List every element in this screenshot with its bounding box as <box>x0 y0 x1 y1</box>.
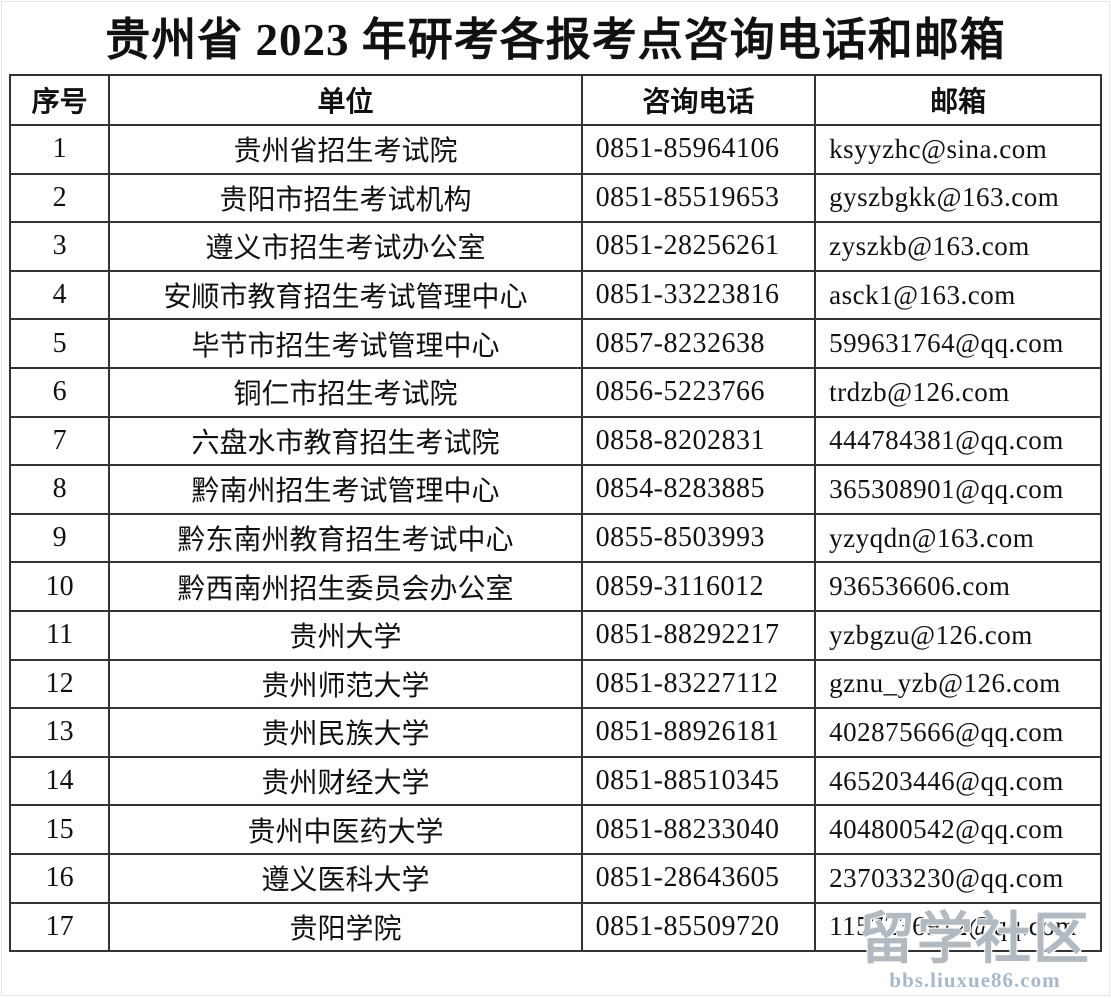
cell-no: 12 <box>8 658 111 710</box>
cell-unit: 贵州省招生考试院 <box>108 124 583 175</box>
cell-no: 16 <box>8 852 111 904</box>
cell-phone: 0851-85509720 <box>580 901 817 953</box>
column-header-email: 邮箱 <box>814 74 1102 126</box>
table-row: 10 黔西南州招生委员会办公室 0859-3116012 936536606.com <box>8 561 1102 612</box>
cell-unit: 黔西南州招生委员会办公室 <box>108 561 583 612</box>
table-row: 12 贵州师范大学 0851-83227112 gznu_yzb@126.com <box>8 658 1102 710</box>
cell-phone: 0859-3116012 <box>580 561 817 612</box>
cell-unit: 贵州师范大学 <box>108 658 583 710</box>
cell-phone: 0851-88292217 <box>580 609 817 661</box>
table-row: 13 贵州民族大学 0851-88926181 402875666@qq.com <box>8 707 1102 758</box>
cell-no: 11 <box>8 609 111 661</box>
page-title: 贵州省 2023 年研考各报考点咨询电话和邮箱 <box>105 15 1006 65</box>
column-header-unit: 单位 <box>108 74 583 126</box>
contacts-table: 序号 单位 咨询电话 邮箱 1 贵州省招生考试院 0851-85964106 ksyy… <box>8 74 1102 953</box>
cell-unit: 贵阳市招生考试机构 <box>108 172 583 224</box>
cell-unit: 贵阳学院 <box>108 901 583 953</box>
cell-email: ksyyzhc@sina.com <box>814 124 1102 175</box>
cell-phone: 0856-5223766 <box>580 366 817 418</box>
column-header-phone: 咨询电话 <box>580 74 817 126</box>
table-row: 16 遵义医科大学 0851-28643605 237033230@qq.com <box>8 852 1102 904</box>
table-row: 17 贵阳学院 0851-85509720 1157236912@qq.com <box>8 901 1102 953</box>
cell-unit: 安顺市教育招生考试管理中心 <box>108 269 583 321</box>
cell-phone: 0851-33223816 <box>580 269 817 321</box>
cell-unit: 贵州财经大学 <box>108 755 583 807</box>
cell-unit: 遵义医科大学 <box>108 852 583 904</box>
cell-email: 599631764@qq.com <box>814 318 1102 369</box>
cell-email: asck1@163.com <box>814 269 1102 321</box>
cell-phone: 0857-8232638 <box>580 318 817 369</box>
cell-email: 444784381@qq.com <box>814 415 1102 467</box>
table-row: 3 遵义市招生考试办公室 0851-28256261 zyszkb@163.com <box>8 221 1102 272</box>
table-row: 2 贵阳市招生考试机构 0851-85519653 gyszbgkk@163.com <box>8 172 1102 224</box>
cell-unit: 六盘水市教育招生考试院 <box>108 415 583 467</box>
table-row: 8 黔南州招生考试管理中心 0854-8283885 365308901@qq.com <box>8 464 1102 515</box>
cell-no: 4 <box>8 269 111 321</box>
table-row: 1 贵州省招生考试院 0851-85964106 ksyyzhc@sina.com <box>8 124 1102 175</box>
cell-unit: 黔南州招生考试管理中心 <box>108 464 583 515</box>
table-body: 1 贵州省招生考试院 0851-85964106 ksyyzhc@sina.com 2 贵… <box>8 124 1102 953</box>
cell-unit: 铜仁市招生考试院 <box>108 366 583 418</box>
cell-no: 10 <box>8 561 111 612</box>
cell-phone: 0855-8503993 <box>580 512 817 564</box>
cell-no: 3 <box>8 221 111 272</box>
cell-no: 2 <box>8 172 111 224</box>
table-row: 5 毕节市招生考试管理中心 0857-8232638 599631764@qq.com <box>8 318 1102 369</box>
cell-email: 402875666@qq.com <box>814 707 1102 758</box>
cell-email: 365308901@qq.com <box>814 464 1102 515</box>
cell-no: 1 <box>8 124 111 175</box>
cell-unit: 贵州大学 <box>108 609 583 661</box>
table-row: 7 六盘水市教育招生考试院 0858-8202831 444784381@qq.com <box>8 415 1102 467</box>
cell-email: zyszkb@163.com <box>814 221 1102 272</box>
cell-phone: 0851-83227112 <box>580 658 817 710</box>
cell-phone: 0851-88510345 <box>580 755 817 807</box>
cell-no: 6 <box>8 366 111 418</box>
cell-email: trdzb@126.com <box>814 366 1102 418</box>
cell-phone: 0851-28256261 <box>580 221 817 272</box>
cell-email: yzbgzu@126.com <box>814 609 1102 661</box>
cell-no: 5 <box>8 318 111 369</box>
cell-email: 936536606.com <box>814 561 1102 612</box>
cell-no: 17 <box>8 901 111 953</box>
cell-unit: 毕节市招生考试管理中心 <box>108 318 583 369</box>
cell-phone: 0851-28643605 <box>580 852 817 904</box>
cell-unit: 遵义市招生考试办公室 <box>108 221 583 272</box>
cell-no: 13 <box>8 707 111 758</box>
cell-phone: 0858-8202831 <box>580 415 817 467</box>
cell-no: 15 <box>8 804 111 855</box>
column-header-no: 序号 <box>8 74 111 126</box>
cell-phone: 0851-85519653 <box>580 172 817 224</box>
table-row: 6 铜仁市招生考试院 0856-5223766 trdzb@126.com <box>8 366 1102 418</box>
watermark-site-url: bbs.liuxue86.com <box>889 968 1061 992</box>
header-row: 序号 单位 咨询电话 邮箱 <box>8 74 1102 126</box>
cell-no: 8 <box>8 464 111 515</box>
cell-email: yzyqdn@163.com <box>814 512 1102 564</box>
table-row: 9 黔东南州教育招生考试中心 0855-8503993 yzyqdn@163.com <box>8 512 1102 564</box>
cell-unit: 贵州中医药大学 <box>108 804 583 855</box>
cell-email: gznu_yzb@126.com <box>814 658 1102 710</box>
cell-no: 7 <box>8 415 111 467</box>
cell-email: 404800542@qq.com <box>814 804 1102 855</box>
cell-no: 14 <box>8 755 111 807</box>
cell-email: 237033230@qq.com <box>814 852 1102 904</box>
cell-phone: 0854-8283885 <box>580 464 817 515</box>
cell-email: gyszbgkk@163.com <box>814 172 1102 224</box>
table-row: 11 贵州大学 0851-88292217 yzbgzu@126.com <box>8 609 1102 661</box>
cell-phone: 0851-88926181 <box>580 707 817 758</box>
cell-email: 1157236912@qq.com <box>814 901 1102 953</box>
cell-unit: 贵州民族大学 <box>108 707 583 758</box>
cell-no: 9 <box>8 512 111 564</box>
table-row: 15 贵州中医药大学 0851-88233040 404800542@qq.com <box>8 804 1102 855</box>
cell-phone: 0851-88233040 <box>580 804 817 855</box>
cell-email: 465203446@qq.com <box>814 755 1102 807</box>
table-row: 14 贵州财经大学 0851-88510345 465203446@qq.com <box>8 755 1102 807</box>
cell-phone: 0851-85964106 <box>580 124 817 175</box>
table-row: 4 安顺市教育招生考试管理中心 0851-33223816 asck1@163.com <box>8 269 1102 321</box>
cell-unit: 黔东南州教育招生考试中心 <box>108 512 583 564</box>
